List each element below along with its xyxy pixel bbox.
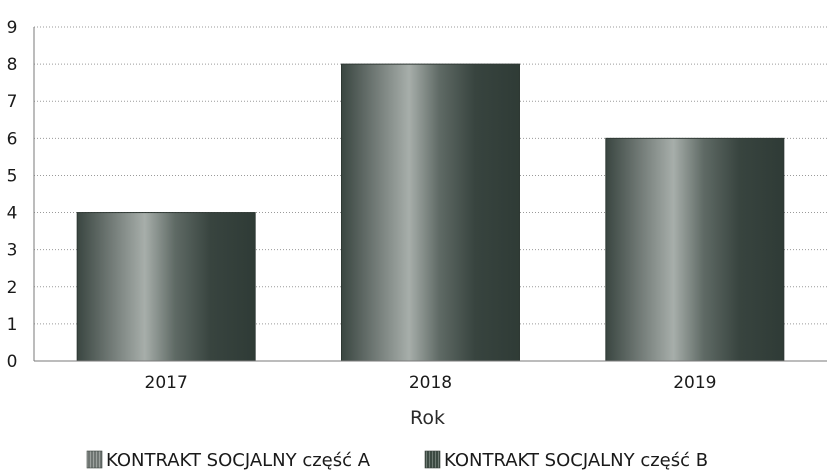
- bar-2018: [341, 63, 520, 362]
- bar-2017: [76, 212, 256, 362]
- y-tick-label: 1: [7, 315, 18, 335]
- bar-2019: [605, 137, 785, 362]
- y-tick-label: 6: [7, 129, 18, 149]
- y-tick-label: 5: [7, 166, 18, 186]
- legend-label: KONTRAKT SOCJALNY część B: [444, 450, 708, 471]
- legend-swatch: [424, 450, 441, 469]
- y-tick-label: 2: [7, 278, 18, 298]
- x-tick-label: 2017: [145, 373, 188, 393]
- y-axis-ticks: 0 1 2 3 4 5 6 7 8 9: [7, 18, 18, 372]
- y-tick-label: 4: [7, 204, 18, 224]
- legend-swatch: [86, 450, 103, 469]
- y-tick-label: 7: [7, 92, 18, 112]
- y-tick-label: 0: [7, 352, 18, 372]
- x-axis-ticks: 2017 2018 2019: [145, 373, 717, 393]
- y-tick-label: 9: [7, 18, 18, 38]
- bars: [76, 63, 785, 362]
- x-tick-label: 2018: [409, 373, 452, 393]
- y-tick-label: 3: [7, 241, 18, 261]
- x-tick-label: 2019: [673, 373, 716, 393]
- legend-label: KONTRAKT SOCJALNY część A: [106, 450, 371, 471]
- legend: KONTRAKT SOCJALNY część A KONTRAKT SOCJAL…: [86, 450, 708, 471]
- y-tick-label: 8: [7, 55, 18, 75]
- x-axis-title: Rok: [410, 407, 445, 429]
